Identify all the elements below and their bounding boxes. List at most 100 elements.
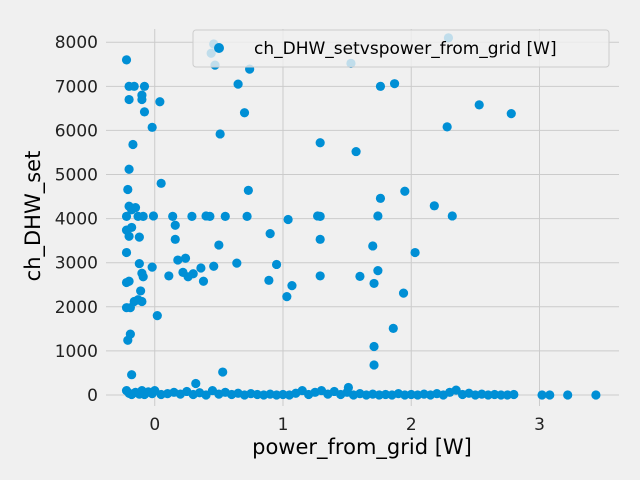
y-tick-label: 4000	[55, 210, 98, 230]
data-point	[164, 271, 174, 281]
data-point	[496, 390, 506, 400]
data-point	[410, 247, 420, 258]
x-tick-label: 1	[278, 415, 289, 435]
legend-box	[192, 29, 610, 68]
data-point	[315, 271, 325, 281]
data-point	[232, 258, 242, 268]
data-point	[121, 247, 132, 258]
y-tick-label: 5000	[55, 166, 98, 186]
data-point	[127, 222, 137, 233]
data-point	[168, 211, 178, 221]
data-point	[271, 259, 282, 270]
data-point	[124, 276, 134, 286]
y-tick-label: 7000	[55, 77, 98, 97]
data-point	[218, 367, 228, 377]
data-point	[537, 390, 547, 400]
data-point	[373, 211, 383, 221]
data-point	[545, 390, 555, 400]
data-point	[315, 138, 325, 148]
data-point	[173, 255, 183, 265]
data-point	[388, 323, 398, 333]
data-point	[447, 211, 457, 221]
data-point	[264, 275, 274, 285]
data-point	[369, 278, 379, 289]
y-tick-label: 6000	[55, 121, 98, 141]
data-point	[180, 253, 191, 263]
data-point	[121, 211, 132, 221]
data-point	[283, 214, 293, 225]
y-tick-label: 0	[87, 386, 98, 406]
x-tick-label: 3	[534, 415, 545, 435]
x-tick-label: 0	[149, 415, 160, 435]
data-point	[198, 276, 209, 286]
data-point	[369, 341, 379, 352]
data-point	[139, 81, 150, 91]
data-point	[125, 303, 135, 313]
data-point	[124, 231, 134, 241]
data-point	[343, 382, 353, 393]
data-point	[147, 262, 157, 272]
data-point	[121, 55, 132, 65]
data-point	[265, 228, 275, 239]
data-point	[287, 281, 297, 291]
data-point	[315, 234, 325, 244]
data-point	[243, 185, 253, 195]
data-point	[451, 385, 461, 395]
data-point	[129, 81, 139, 91]
data-point	[351, 146, 361, 157]
data-point	[170, 234, 180, 244]
data-point	[196, 263, 206, 273]
data-point	[389, 79, 400, 89]
data-point	[375, 81, 386, 91]
data-point	[215, 129, 225, 139]
y-tick-label: 8000	[55, 33, 98, 53]
data-point	[506, 109, 516, 119]
data-point	[398, 288, 409, 298]
data-point	[201, 390, 211, 400]
data-point	[134, 232, 144, 242]
data-point	[474, 100, 484, 110]
data-point	[137, 296, 147, 307]
data-point	[156, 178, 166, 188]
data-point	[369, 360, 379, 370]
data-point	[187, 211, 197, 221]
data-point	[124, 164, 134, 174]
data-point	[138, 272, 148, 282]
data-point	[139, 107, 150, 117]
tick-labels: 0 1 2 3 0 1000 2000 3000 4000 5000 6000 7000 8000	[55, 33, 545, 435]
data-point	[242, 211, 252, 221]
data-point	[191, 378, 201, 389]
data-point	[136, 286, 146, 296]
y-axis-label: ch_DHW_set	[21, 151, 46, 282]
data-point	[375, 193, 386, 203]
data-point	[220, 211, 230, 221]
plot-area	[106, 29, 619, 406]
data-point	[429, 201, 439, 211]
data-point	[368, 241, 378, 251]
data-point	[123, 184, 133, 195]
data-point	[355, 271, 365, 281]
data-point	[400, 186, 410, 196]
y-tick-label: 1000	[55, 342, 98, 362]
data-point	[123, 335, 133, 345]
legend-marker	[214, 43, 224, 53]
data-point	[214, 240, 224, 250]
data-point	[188, 269, 198, 279]
data-point	[239, 108, 250, 118]
data-point	[509, 389, 519, 400]
data-point	[155, 97, 165, 107]
data-point	[233, 79, 243, 89]
data-point	[138, 211, 148, 221]
x-tick-label: 2	[406, 415, 417, 435]
data-point	[442, 122, 452, 132]
y-tick-label: 3000	[55, 254, 98, 274]
data-point	[137, 94, 147, 105]
data-point	[170, 220, 180, 230]
data-point	[373, 266, 383, 276]
data-point	[152, 311, 162, 321]
data-point	[128, 139, 138, 150]
data-point	[124, 94, 134, 105]
data-point	[315, 211, 325, 221]
data-point	[130, 202, 141, 213]
